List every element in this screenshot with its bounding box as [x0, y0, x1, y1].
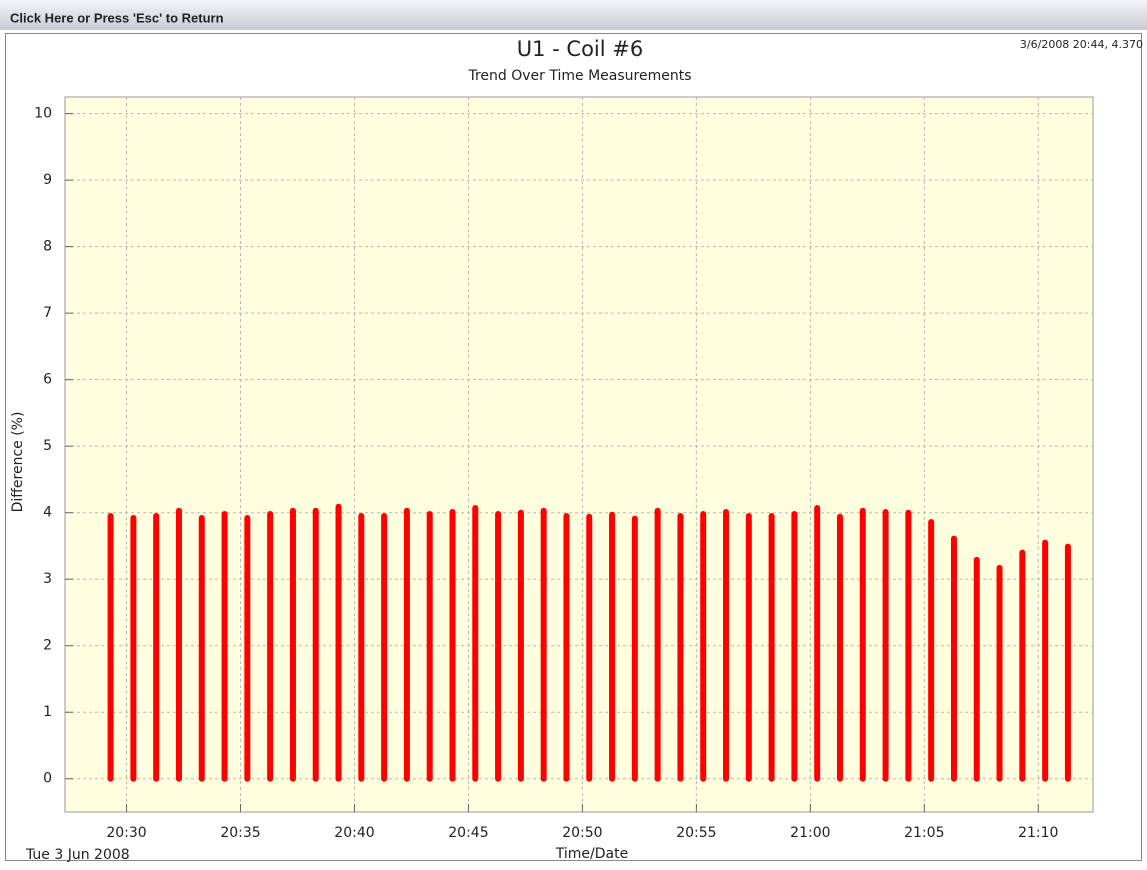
- chart-title: U1 - Coil #6: [517, 37, 643, 61]
- y-tick-label: 9: [43, 172, 52, 188]
- y-tick-label: 4: [43, 505, 52, 521]
- x-tick-label: 20:45: [448, 825, 488, 841]
- y-tick-label: 8: [43, 239, 52, 255]
- x-tick-label: 21:05: [904, 825, 944, 841]
- y-tick-label: 7: [43, 305, 52, 321]
- y-axis-label: Difference (%): [10, 412, 26, 513]
- title-bar[interactable]: [0, 0, 1147, 30]
- x-tick-label: 20:50: [562, 825, 602, 841]
- y-tick-label: 0: [43, 771, 52, 787]
- x-tick-label: 21:00: [790, 825, 830, 841]
- chart-subtitle: Trend Over Time Measurements: [467, 68, 691, 84]
- y-tick-label: 1: [43, 704, 52, 720]
- y-tick-label: 5: [43, 438, 52, 454]
- y-tick-label: 6: [43, 372, 52, 388]
- x-tick-label: 20:55: [676, 825, 716, 841]
- x-tick-label: 21:10: [1018, 825, 1058, 841]
- x-tick-label: 20:40: [334, 825, 374, 841]
- date-label: Tue 3 Jun 2008: [25, 847, 130, 863]
- y-tick-label: 2: [43, 638, 52, 654]
- annotation: 3/6/2008 20:44, 4.370: [1020, 38, 1143, 51]
- x-tick-label: 20:30: [106, 825, 146, 841]
- plot-area: [64, 96, 1094, 813]
- return-button[interactable]: Click Here or Press 'Esc' to Return: [10, 10, 224, 25]
- y-tick-label: 10: [34, 106, 52, 122]
- x-axis-label: Time/Date: [555, 846, 628, 862]
- x-tick-label: 20:35: [220, 825, 260, 841]
- y-tick-label: 3: [43, 571, 52, 587]
